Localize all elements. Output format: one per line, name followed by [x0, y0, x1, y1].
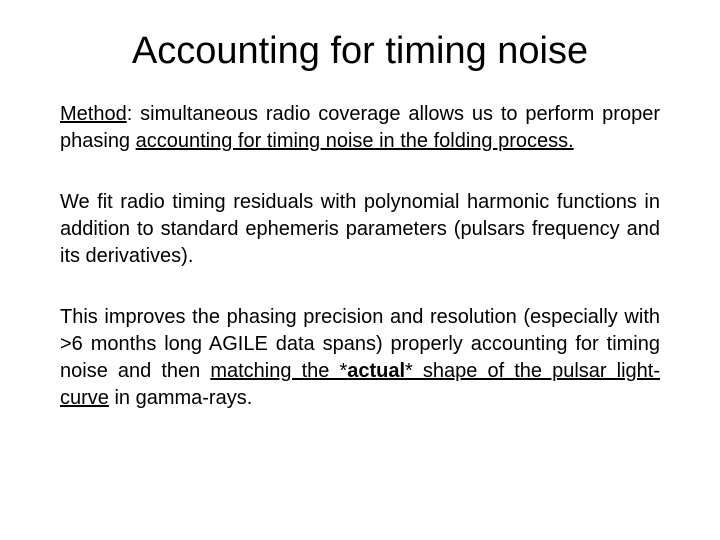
- p3-text-b: in gamma-rays.: [109, 387, 252, 409]
- p3-actual: actual: [347, 360, 405, 382]
- method-label: Method: [60, 103, 127, 125]
- p1-underlined: accounting for timing noise in the foldi…: [136, 130, 574, 152]
- slide: Accounting for timing noise Method: simu…: [0, 0, 720, 540]
- paragraph-method: Method: simultaneous radio coverage allo…: [60, 101, 660, 155]
- paragraph-improves: This improves the phasing precision and …: [60, 304, 660, 412]
- paragraph-fit: We fit radio timing residuals with polyn…: [60, 189, 660, 270]
- slide-title: Accounting for timing noise: [60, 30, 660, 73]
- p3-u1: matching the *: [210, 360, 347, 382]
